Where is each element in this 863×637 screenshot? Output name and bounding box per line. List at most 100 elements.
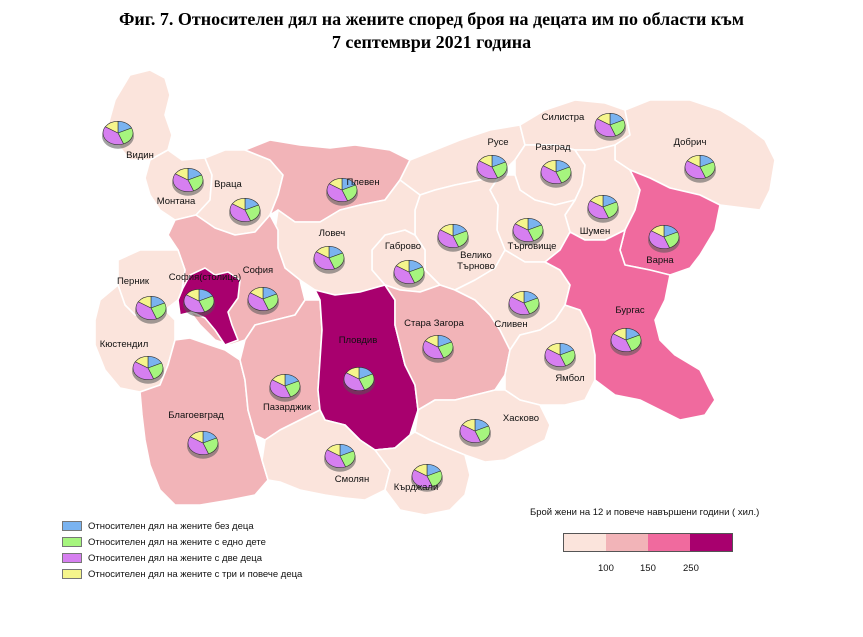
pie-slice-two [594,118,616,137]
title-line-2: 7 септември 2021 година [331,32,532,52]
label-silistra: Силистра [542,112,585,123]
pie-lovech [313,245,345,274]
pie-sofia-city [183,288,215,317]
legend-item-one: Относителен дял на жените с едно дете [62,534,302,550]
pie-slice-two [326,183,348,202]
label-line: Смолян [335,474,369,485]
pie-slice-two [324,449,346,468]
pie-slice-three-plus [137,295,152,309]
scale-cell-2 [606,534,648,551]
pie-slice-three-plus [185,288,200,302]
label-line: Благоевград [168,410,224,421]
pie-slice-two [422,340,444,359]
label-line: Кюстендил [100,339,149,350]
pie-slice-three-plus [510,290,525,304]
label-line: Шумен [580,226,610,237]
pie-slice-two [540,165,562,184]
pie-slice-three-plus [326,443,341,457]
region-burgas [544,229,716,421]
pie-kyustendil [132,355,164,384]
label-blagoevgrad: Благоевград [168,410,224,421]
labels-layer: Видин Монтана Враца Плевен Русе Силистра Добри… [100,112,707,493]
label-line: Разград [535,142,571,153]
label-targovishte: Търговище [508,241,557,252]
pie-plovdiv [343,366,375,395]
label-line: Силистра [542,112,585,123]
region-blagoevgrad [139,337,269,506]
pie-slice-three-plus [478,154,493,168]
label-sofia-city: София(столица) [169,272,241,283]
label-line: Добрич [674,137,707,148]
label-dobrich: Добрич [674,137,707,148]
pie-slice-two [411,469,433,488]
pie-slice-two [610,333,632,352]
pie-slice-three-plus [424,334,439,348]
label-line: Кърджали [394,482,439,493]
legend-item-three-plus: Относителен дял на жените с три и повече… [62,566,302,582]
pie-sofia-obl [247,286,279,315]
pie-shumen [587,194,619,223]
label-haskovo: Хасково [503,413,539,424]
label-line: Хасково [503,413,539,424]
pie-gabrovo [393,259,425,288]
scale-tick-250: 250 [683,563,699,574]
pie-slice-three-plus [315,245,330,259]
legend-label: Относителен дял на жените с едно дете [88,536,266,548]
pie-slice-three-plus [189,430,204,444]
pie-slice-two [247,292,269,311]
label-razgrad: Разград [535,142,571,153]
pie-slice-two [587,200,609,219]
legend-label: Относителен дял на жените с две деца [88,552,262,564]
pie-slice-two [172,173,194,192]
pie-silistra [594,112,626,141]
pie-slice-two [437,229,459,248]
label-vidin: Видин [126,150,154,161]
region-varna [619,169,721,276]
pie-slice-three-plus [271,373,286,387]
label-line: Велико [460,250,492,261]
label-line: Търговище [508,241,557,252]
choropleth-scale [563,533,733,552]
label-vratsa: Враца [214,179,242,190]
pie-slice-three-plus [514,217,529,231]
pie-slice-three-plus [461,418,476,432]
pie-legend: Относителен дял на жените без деца Относ… [62,518,302,582]
label-line: Бургас [615,305,644,316]
pie-slice-three-plus [134,355,149,369]
scale-tick-150: 150 [640,563,656,574]
pie-blagoevgrad [187,430,219,459]
label-line: Пловдив [339,335,378,346]
legend-label: Относителен дял на жените с три и повече… [88,568,303,580]
legend-swatch [62,537,82,547]
pie-varna [648,224,680,253]
pie-haskovo [459,418,491,447]
legend-item-two: Относителен дял на жените с две деца [62,550,302,566]
label-line: София [243,265,273,276]
pie-slice-two [476,160,498,179]
label-pazardzhik: Пазарджик [263,402,312,413]
pie-pleven [326,177,358,206]
label-kyustendil: Кюстендил [100,339,149,350]
label-stara-zagora: Стара Загора [404,318,464,329]
label-pernik: Перник [117,276,150,287]
pie-smolyan [324,443,356,472]
pie-slice-two [512,223,534,242]
pie-slice-two [313,251,335,270]
label-line: Търново [457,261,495,272]
label-shumen: Шумен [580,226,610,237]
label-smolyan: Смолян [335,474,369,485]
label-line: Плевен [346,177,379,188]
pie-slice-three-plus [439,223,454,237]
pie-dobrich [684,154,716,183]
label-line: Стара Загора [404,318,464,329]
pie-slice-three-plus [395,259,410,273]
pie-slice-three-plus [546,342,561,356]
pie-slice-three-plus [328,177,343,191]
label-gabrovo: Габрово [385,241,421,252]
legend-swatch [62,521,82,531]
pie-slice-three-plus [650,224,665,238]
label-line: Монтана [157,196,196,207]
label-plovdiv: Пловдив [339,335,378,346]
scale-tick-100: 100 [598,563,614,574]
